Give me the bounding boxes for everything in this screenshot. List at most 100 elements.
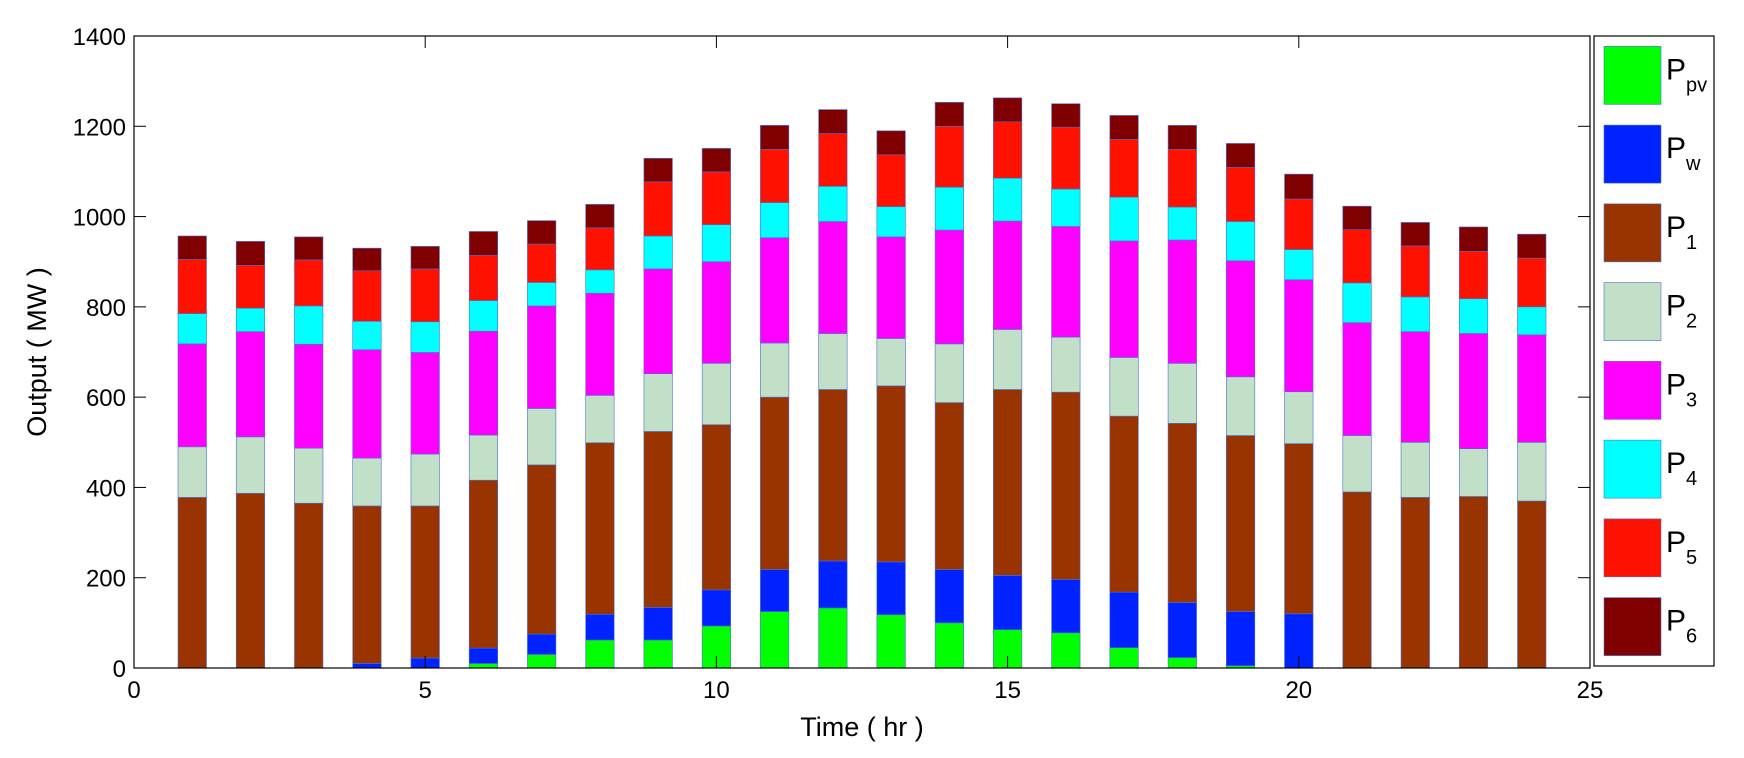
bar-segment-t11-p6 xyxy=(760,125,790,150)
bar-segment-t16-p6 xyxy=(1051,103,1081,128)
bar-segment-t10-pw xyxy=(701,589,731,627)
bar-segment-t13-p3 xyxy=(876,236,906,339)
x-axis-label: Time ( hr ) xyxy=(800,712,924,742)
bar-segment-t9-p3 xyxy=(643,268,673,374)
bar-segment-t12-p6 xyxy=(818,109,848,134)
axes-box xyxy=(133,35,1591,669)
bar-segment-t24-p2 xyxy=(1517,441,1547,502)
legend-swatch xyxy=(1603,203,1662,263)
legend-label: P5 xyxy=(1666,526,1697,569)
bar-segment-t1-p5 xyxy=(177,259,207,314)
bar-segment-t1-p3 xyxy=(177,343,207,448)
bar-segment-t2-p1 xyxy=(235,492,266,669)
bar-segment-t23-p4 xyxy=(1458,298,1489,334)
bar-segment-t18-p4 xyxy=(1167,206,1197,241)
bar-segment-t6-ppv xyxy=(468,663,498,669)
x-tick-label: 0 xyxy=(127,677,140,704)
bar-segment-t14-p2 xyxy=(934,343,964,403)
bar-segment-t7-ppv xyxy=(527,654,557,669)
bar-segment-t1-p6 xyxy=(177,235,207,260)
bar-segment-t22-p5 xyxy=(1400,245,1430,298)
legend-label: Pw xyxy=(1666,132,1701,175)
bar-segment-t7-p4 xyxy=(527,282,557,307)
bar-segment-t4-p3 xyxy=(352,349,382,459)
bar-segment-t8-p2 xyxy=(585,395,615,444)
bar-segment-t12-pw xyxy=(818,560,848,609)
bar-segment-t10-p2 xyxy=(701,362,731,425)
bar-segment-t14-p1 xyxy=(934,402,964,570)
bar-segment-t20-p1 xyxy=(1284,443,1314,615)
legend-label: Ppv xyxy=(1666,53,1707,96)
bar-segment-t16-p1 xyxy=(1051,391,1081,580)
bar-segment-t19-p5 xyxy=(1226,167,1256,222)
y-tick-label: 600 xyxy=(86,385,126,412)
bar-segment-t7-p3 xyxy=(527,305,557,409)
bar-segment-t12-p2 xyxy=(818,333,848,390)
bar-segment-t2-p3 xyxy=(235,331,266,438)
bar-segment-t5-p2 xyxy=(410,453,440,507)
legend-label: P3 xyxy=(1666,368,1697,411)
bar-segment-t17-p1 xyxy=(1109,415,1139,593)
bar-segment-t10-p3 xyxy=(701,261,731,364)
bar-segment-t17-p4 xyxy=(1109,196,1139,242)
bar-segment-t15-p3 xyxy=(993,220,1023,330)
x-tick-label: 5 xyxy=(419,677,432,704)
x-tick-label: 20 xyxy=(1285,677,1312,704)
bar-segment-t18-p5 xyxy=(1167,149,1197,208)
bar-segment-t23-p3 xyxy=(1458,333,1489,449)
bar-segment-t9-pw xyxy=(643,607,673,641)
bar-segment-t14-p6 xyxy=(934,102,964,127)
bar-segment-t15-pw xyxy=(993,575,1023,630)
legend-label: P6 xyxy=(1666,605,1697,648)
bar-segment-t24-p6 xyxy=(1517,233,1547,259)
bar-segment-t24-p1 xyxy=(1517,500,1547,669)
bar-segment-t6-p6 xyxy=(468,231,498,256)
bar-segment-t6-pw xyxy=(468,647,498,664)
bar-segment-t16-ppv xyxy=(1051,632,1081,669)
legend-item-p1: P1 xyxy=(1603,203,1697,263)
bar-segment-t21-p2 xyxy=(1342,435,1372,493)
x-tick-label: 10 xyxy=(703,677,730,704)
bar-segment-t8-p1 xyxy=(585,442,615,615)
bar-segment-t5-p3 xyxy=(410,352,440,455)
y-tick-label: 1000 xyxy=(73,205,126,232)
bar-segment-t3-p5 xyxy=(294,259,324,307)
y-tick-label: 200 xyxy=(86,566,126,593)
legend-item-ppv: Ppv xyxy=(1603,46,1707,105)
plot-area xyxy=(134,36,1590,668)
bar-segment-t8-pw xyxy=(585,613,615,641)
bar-segment-t16-p3 xyxy=(1051,226,1081,338)
bar-segment-t24-p5 xyxy=(1517,257,1547,308)
legend-label: P4 xyxy=(1666,447,1697,490)
bar-segment-t6-p3 xyxy=(468,330,498,436)
bar-segment-t14-p4 xyxy=(934,186,964,231)
bar-segment-t8-p5 xyxy=(585,227,615,271)
bar-segment-t23-p5 xyxy=(1458,251,1489,300)
bar-segment-t17-pw xyxy=(1109,591,1139,648)
legend-swatch xyxy=(1603,597,1662,656)
bar-segment-t18-ppv xyxy=(1167,657,1197,669)
bar-segment-t1-p1 xyxy=(177,497,207,669)
bar-segment-t4-p2 xyxy=(352,457,382,507)
bar-segment-t4-p6 xyxy=(352,247,382,272)
bar-segment-t18-p2 xyxy=(1167,362,1197,424)
bar-segment-t9-p6 xyxy=(643,158,673,183)
bar-segment-t1-p2 xyxy=(177,446,207,498)
bar-segment-t23-p2 xyxy=(1458,448,1489,497)
bar-segment-t11-pw xyxy=(760,569,790,612)
bar-segment-t22-p2 xyxy=(1400,441,1430,498)
bar-segment-t7-p2 xyxy=(527,408,557,466)
bar-segment-t13-p6 xyxy=(876,130,906,156)
bar-segment-t15-p2 xyxy=(993,329,1023,390)
bar-segment-t21-p6 xyxy=(1342,205,1372,230)
bar-segment-t24-p4 xyxy=(1517,306,1547,336)
bar-segment-t15-p1 xyxy=(993,389,1023,576)
legend-swatch xyxy=(1603,46,1662,105)
bar-segment-t5-p4 xyxy=(410,321,440,353)
bar-segment-t20-p4 xyxy=(1284,249,1314,281)
bar-segment-t17-p3 xyxy=(1109,240,1139,358)
legend-label: P2 xyxy=(1666,290,1697,333)
bar-segment-t9-p5 xyxy=(643,181,673,237)
bar-segment-t10-p6 xyxy=(701,148,731,173)
bars xyxy=(177,97,1547,669)
